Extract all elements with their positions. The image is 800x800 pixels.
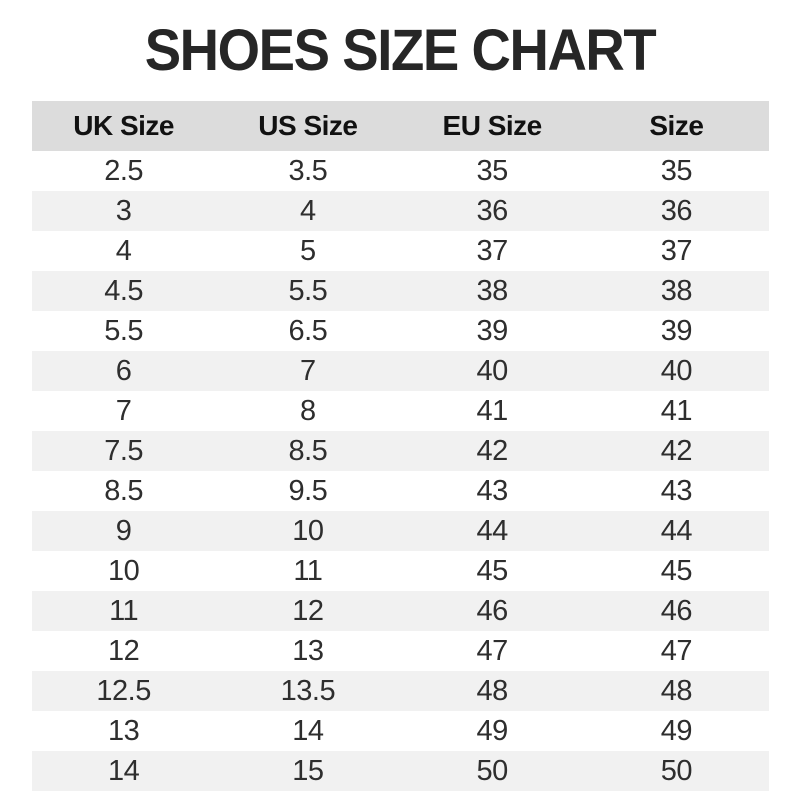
table-row: 7 8 41 41 [32,391,769,431]
page-title: SHOES SIZE CHART [144,18,657,83]
table-cell: 49 [476,714,508,747]
table-cell: 10 [107,554,140,587]
table-cell: 15 [215,751,400,791]
table-cell: 3 [31,191,216,231]
table-cell: 12 [107,634,140,667]
table-body: 2.5 3.5 35 35 3 4 36 36 4 5 37 37 4.5 5.5 38 38 5.5 6.5 39… [31,151,769,791]
table-cell: 13.5 [215,671,400,711]
table-cell: 44 [584,511,769,551]
table-cell: 45 [660,554,693,587]
table-cell: 12.5 [31,671,216,711]
table-cell: 45 [476,554,508,587]
column-header-eu-size: EU Size [400,101,585,151]
table-row: 12.5 13.5 48 48 [31,671,769,711]
table-row: 4 5 37 37 [32,231,769,271]
column-header-uk-size: UK Size [31,101,216,151]
table-row: 4.5 5.5 38 38 [31,271,769,311]
table-row: 9 10 44 44 [31,511,769,551]
table-cell: 50 [400,751,585,791]
size-chart-table: UK Size US Size EU Size Size 2.5 3.5 35 35 3… [31,101,769,791]
table-cell: 7 [215,351,400,391]
table-row: 7.5 8.5 42 42 [31,431,769,471]
table-cell: 39 [476,314,508,347]
table-cell: 4 [215,191,400,231]
table-cell: 2.5 [104,154,144,187]
table-cell: 10 [215,511,400,551]
table-cell: 13 [292,634,324,667]
table-cell: 36 [400,191,585,231]
table-cell: 49 [660,714,693,747]
table-cell: 4.5 [31,271,216,311]
table-cell: 4 [115,234,132,267]
table-cell: 44 [400,511,585,551]
table-cell: 46 [400,591,585,631]
table-cell: 47 [660,634,693,667]
table-cell: 42 [584,431,769,471]
table-cell: 41 [660,394,693,427]
table-cell: 50 [584,751,769,791]
column-header-size: Size [584,101,769,151]
table-cell: 35 [660,154,693,187]
table-cell: 8.5 [104,474,144,507]
table-row: 10 11 45 45 [32,551,769,591]
table-row: 14 15 50 50 [31,751,769,791]
table-cell: 11 [293,554,323,587]
table-cell: 37 [476,234,508,267]
table-cell: 8 [300,394,316,427]
table-cell: 8.5 [215,431,400,471]
table-cell: 40 [584,351,769,391]
table-cell: 12 [215,591,400,631]
table-header-row: UK Size US Size EU Size Size [31,101,769,151]
table-cell: 9.5 [288,474,328,507]
table-row: 5.5 6.5 39 39 [32,311,769,351]
table-cell: 48 [584,671,769,711]
table-cell: 38 [584,271,769,311]
table-cell: 5 [300,234,316,267]
table-header: UK Size US Size EU Size Size [31,101,769,151]
table-cell: 40 [400,351,585,391]
column-header-us-size: US Size [215,101,400,151]
table-cell: 37 [660,234,693,267]
table-cell: 38 [400,271,585,311]
table-cell: 47 [476,634,508,667]
table-row: 11 12 46 46 [31,591,769,631]
table-cell: 48 [400,671,585,711]
table-row: 6 7 40 40 [31,351,769,391]
table-cell: 9 [31,511,216,551]
table-row: 2.5 3.5 35 35 [32,151,769,191]
table-cell: 39 [660,314,693,347]
table-cell: 11 [31,591,216,631]
table-row: 8.5 9.5 43 43 [32,471,769,511]
table-cell: 6 [31,351,216,391]
table-cell: 14 [31,751,216,791]
table-cell: 14 [292,714,324,747]
table-cell: 43 [476,474,508,507]
table-row: 12 13 47 47 [32,631,769,671]
table-cell: 13 [107,714,140,747]
table-cell: 43 [660,474,693,507]
table-cell: 3.5 [288,154,328,187]
table-row: 13 14 49 49 [32,711,769,751]
table-row: 3 4 36 36 [31,191,769,231]
table-cell: 41 [476,394,508,427]
table-cell: 7.5 [31,431,216,471]
table-cell: 36 [584,191,769,231]
table-cell: 35 [476,154,508,187]
table-cell: 42 [400,431,585,471]
table-cell: 6.5 [288,314,328,347]
table-cell: 46 [584,591,769,631]
table-cell: 7 [115,394,132,427]
table-cell: 5.5 [104,314,144,347]
table-cell: 5.5 [215,271,400,311]
